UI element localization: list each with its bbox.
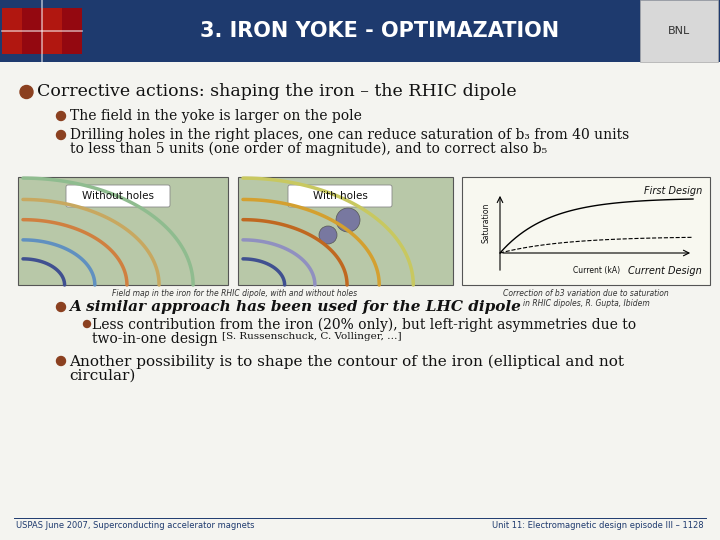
Bar [2,8,22,54]
Circle shape [56,111,66,120]
Text: USPAS June 2007, Superconducting accelerator magnets: USPAS June 2007, Superconducting acceler… [16,522,254,530]
Text: Drilling holes in the right places, one can reduce saturation of b₃ from 40 unit: Drilling holes in the right places, one … [70,128,629,142]
Bar [22,8,42,54]
Text: Current Design: Current Design [629,266,702,276]
Text: Less contribution from the iron (20% only), but left-right asymmetries due to: Less contribution from the iron (20% onl… [92,318,636,333]
Circle shape [319,226,337,244]
Text: Without holes: Without holes [82,191,154,201]
Text: First Design: First Design [644,186,702,196]
Bar [2,0,82,62]
Text: two-in-one design: two-in-one design [92,332,222,346]
Bar [238,177,453,285]
Bar [640,0,718,62]
FancyBboxPatch shape [288,185,392,207]
FancyBboxPatch shape [66,185,170,207]
Text: circular): circular) [70,369,136,383]
Text: A similar approach has been used for the LHC dipole: A similar approach has been used for the… [70,300,521,314]
Circle shape [56,131,66,139]
Text: With holes: With holes [312,191,367,201]
Text: Field map in the iron for the RHIC dipole, with and without holes: Field map in the iron for the RHIC dipol… [112,289,357,298]
Bar [0,0,720,62]
Text: Correction of b3 variation due to saturation
in RHIC dipoles, R. Gupta, Ibidem: Correction of b3 variation due to satura… [503,289,669,308]
Text: Corrective actions: shaping the iron – the RHIC dipole: Corrective actions: shaping the iron – t… [37,84,517,100]
Text: Another possibility is to shape the contour of the iron (elliptical and not: Another possibility is to shape the cont… [70,355,624,369]
Bar [462,177,710,285]
Text: The field in the yoke is larger on the pole: The field in the yoke is larger on the p… [70,109,361,123]
Text: BNL: BNL [668,26,690,36]
Bar [62,8,82,54]
Text: Current (kA): Current (kA) [573,266,620,274]
Text: Saturation: Saturation [482,203,490,243]
Bar [18,177,228,285]
Bar [42,8,62,54]
Circle shape [20,85,33,98]
Circle shape [336,208,360,232]
Circle shape [56,356,66,366]
Text: 3. IRON YOKE - OPTIMAZATION: 3. IRON YOKE - OPTIMAZATION [200,21,559,41]
Circle shape [56,302,66,312]
Text: Unit 11: Electromagnetic design episode III – 1128: Unit 11: Electromagnetic design episode … [492,522,704,530]
Circle shape [84,321,91,327]
Text: to less than 5 units (one order of magnitude), and to correct also b₅: to less than 5 units (one order of magni… [70,142,546,157]
Text: [S. Russenschuck, C. Vollinger, …]: [S. Russenschuck, C. Vollinger, …] [222,332,402,341]
